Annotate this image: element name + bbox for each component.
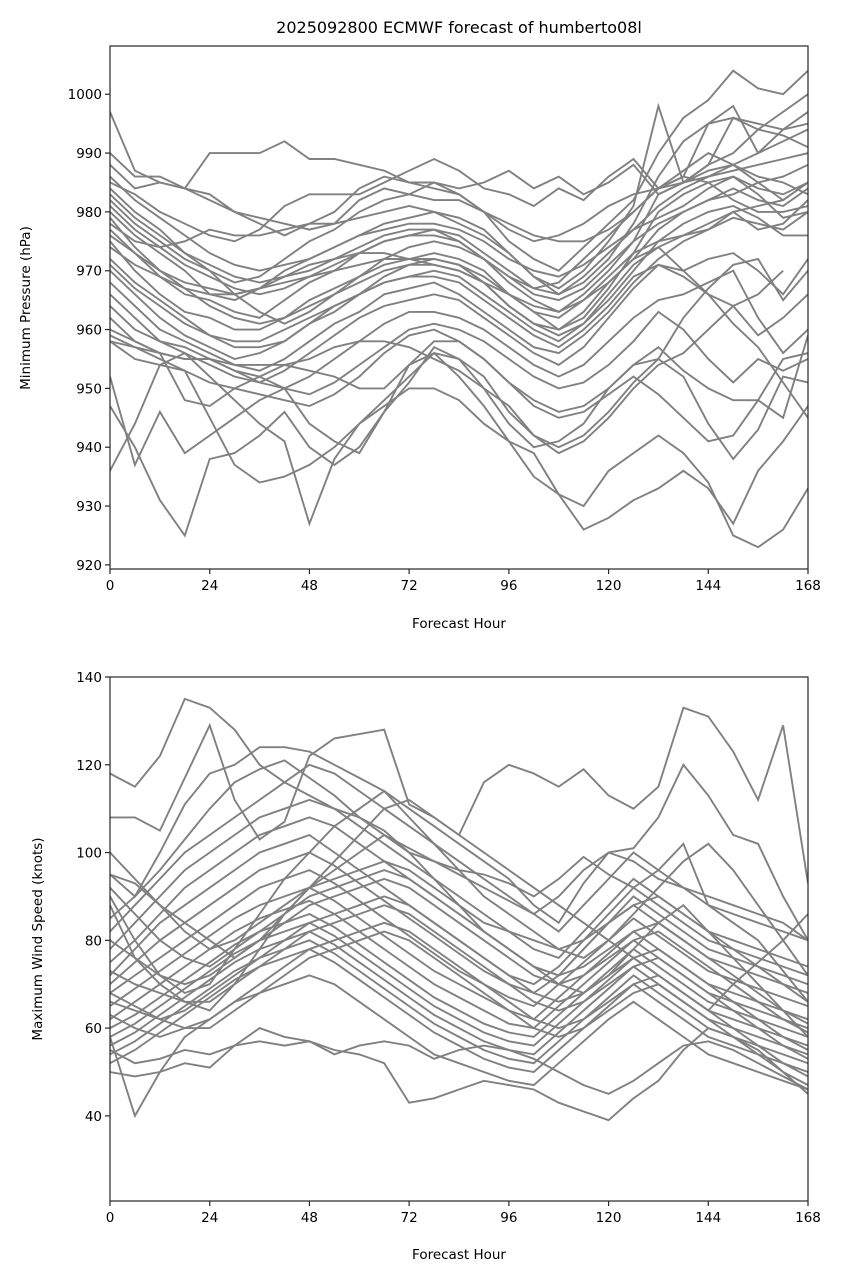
- pressure-y-tick-label: 1000: [68, 87, 102, 103]
- pressure-series-line-member-23: [110, 257, 808, 449]
- wind-series-line-member-19: [110, 1027, 808, 1122]
- wind-series-line-member-4: [110, 759, 808, 942]
- pressure-series-line-member-30: [110, 228, 784, 337]
- wind-series-line-member-17: [110, 948, 808, 1074]
- wind-y-tick-label: 100: [76, 846, 102, 862]
- wind-series-line-member-30: [110, 930, 808, 1086]
- wind-x-axis-label: Forecast Hour: [412, 1247, 506, 1263]
- wind-series-line-member-27: [110, 877, 808, 1034]
- wind-series-line-member-10: [110, 869, 808, 1008]
- pressure-x-tick-label: 0: [106, 578, 115, 594]
- pressure-series-line-member-25: [110, 163, 808, 302]
- pressure-x-tick-label: 120: [596, 578, 622, 594]
- wind-x-tick-label: 120: [596, 1210, 622, 1226]
- pressure-y-ticks: 920 930 940 950 960 970 980 990 1000: [68, 87, 110, 574]
- wind-y-tick-label: 120: [76, 758, 102, 774]
- wind-series-line-member-20: [110, 1040, 808, 1095]
- pressure-series-line-member-14: [110, 252, 808, 384]
- wind-member-lines: [110, 697, 808, 1122]
- pressure-x-tick-label: 168: [795, 578, 821, 594]
- wind-axes-frame: [109, 676, 809, 1202]
- wind-series-line-member-28: [110, 921, 808, 1078]
- pressure-x-tick-label: 144: [695, 578, 721, 594]
- pressure-y-tick-label: 970: [76, 264, 102, 280]
- pressure-series-line-member-9: [110, 175, 808, 325]
- pressure-x-tick-label: 24: [201, 578, 218, 594]
- wind-y-tick-label: 40: [85, 1109, 102, 1125]
- pressure-series-line-member-22: [110, 340, 808, 531]
- wind-series-line-member-3: [110, 746, 808, 941]
- pressure-y-axis-label: Minimum Pressure (hPa): [18, 226, 34, 390]
- wind-series-line-member-2: [110, 706, 808, 884]
- wind-x-tick-label: 168: [795, 1210, 821, 1226]
- pressure-series-line-member-4: [110, 116, 808, 243]
- wind-series-line-member-22: [110, 789, 808, 995]
- pressure-series-line-member-26: [110, 175, 808, 278]
- pressure-y-tick-label: 920: [76, 558, 102, 574]
- pressure-member-lines: [110, 69, 808, 549]
- pressure-series-line-member-5: [110, 69, 808, 284]
- pressure-series-line-member-10: [110, 175, 808, 331]
- wind-x-tick-label: 0: [106, 1210, 115, 1226]
- wind-series-line-member-5: [110, 763, 808, 942]
- wind-panel: 0 24 48 72 96 120 144 168 40 60 80 100 120 140 Forec…: [30, 670, 821, 1263]
- pressure-y-tick-label: 990: [76, 146, 102, 162]
- pressure-panel: 0 24 48 72 96 120 144 168 920 930 940 950 960 970 980…: [18, 45, 821, 632]
- pressure-series-line-member-3: [110, 152, 808, 243]
- wind-series-line-member-16: [110, 939, 808, 1065]
- wind-series-line-member-8: [110, 833, 808, 986]
- wind-y-tick-label: 140: [76, 670, 102, 686]
- wind-x-tick-label: 96: [500, 1210, 517, 1226]
- wind-series-line-member-24: [110, 851, 808, 1003]
- pressure-x-tick-label: 72: [401, 578, 418, 594]
- pressure-x-tick-label: 96: [500, 578, 517, 594]
- pressure-series-line-member-21: [110, 293, 808, 527]
- wind-y-axis-label: Maximum Wind Speed (knots): [30, 837, 46, 1040]
- pressure-x-ticks: 0 24 48 72 96 120 144 168: [106, 569, 821, 594]
- pressure-axes-frame: [109, 45, 809, 570]
- wind-series-line-member-13: [110, 912, 808, 1038]
- wind-series-line-member-1: [110, 697, 808, 1003]
- pressure-series-line-member-7: [110, 104, 808, 296]
- wind-series-line-member-26: [110, 904, 808, 1060]
- wind-series-line-member-29: [110, 869, 808, 1025]
- pressure-y-tick-label: 980: [76, 205, 102, 221]
- wind-x-tick-label: 48: [301, 1210, 318, 1226]
- wind-y-tick-label: 60: [85, 1021, 102, 1037]
- pressure-y-tick-label: 940: [76, 440, 102, 456]
- pressure-series-line-member-13: [110, 199, 808, 372]
- chart-title: 2025092800 ECMWF forecast of humberto08l: [276, 18, 642, 37]
- wind-x-tick-label: 24: [201, 1210, 218, 1226]
- pressure-series-line-member-20: [110, 351, 808, 549]
- pressure-series-line-member-16: [110, 310, 808, 396]
- pressure-series-line-member-28: [110, 128, 808, 296]
- pressure-y-tick-label: 930: [76, 499, 102, 515]
- pressure-series-line-member-24: [110, 181, 808, 313]
- wind-x-ticks: 0 24 48 72 96 120 144 168: [106, 1201, 821, 1226]
- pressure-y-tick-label: 960: [76, 323, 102, 339]
- wind-y-ticks: 40 60 80 100 120 140: [76, 670, 110, 1125]
- pressure-y-tick-label: 950: [76, 381, 102, 397]
- pressure-series-line-member-6: [110, 93, 808, 302]
- pressure-series-line-member-1: [110, 152, 808, 243]
- wind-series-line-member-25: [110, 895, 808, 1051]
- pressure-series-line-member-29: [110, 263, 808, 419]
- wind-x-tick-label: 72: [401, 1210, 418, 1226]
- pressure-x-axis-label: Forecast Hour: [412, 616, 506, 632]
- pressure-series-line-member-12: [110, 204, 808, 361]
- wind-y-tick-label: 80: [85, 933, 102, 949]
- wind-x-tick-label: 144: [695, 1210, 721, 1226]
- pressure-x-tick-label: 48: [301, 578, 318, 594]
- pressure-series-line-member-18: [110, 340, 808, 443]
